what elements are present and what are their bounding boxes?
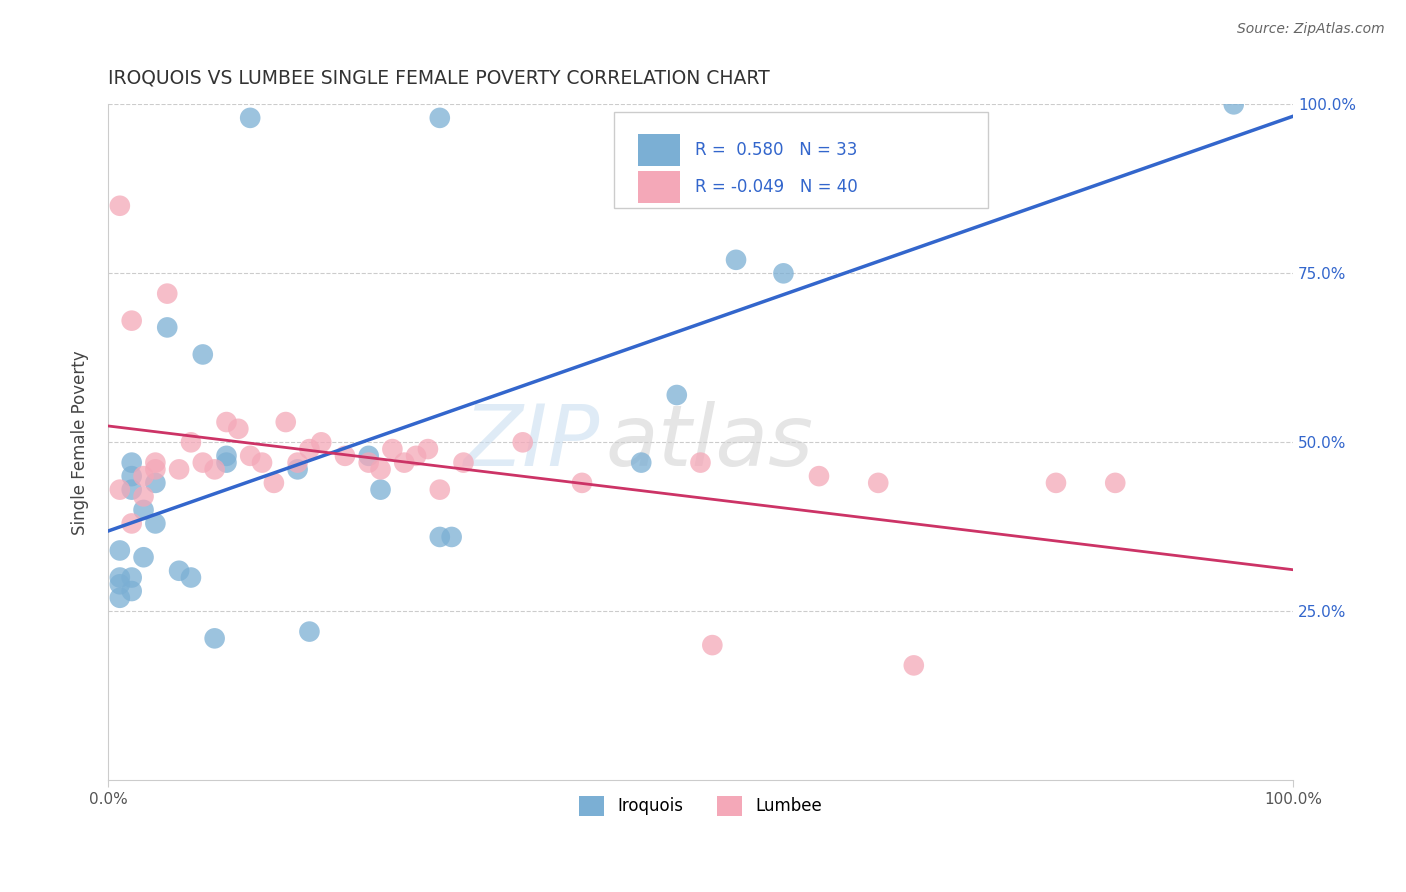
Point — [298, 442, 321, 456]
Point — [145, 456, 167, 470]
Point — [807, 469, 830, 483]
FancyBboxPatch shape — [614, 112, 988, 208]
Point — [370, 462, 392, 476]
Point — [145, 475, 167, 490]
Point — [108, 199, 131, 213]
Text: ZIP: ZIP — [464, 401, 600, 483]
Point — [167, 462, 190, 476]
Point — [191, 347, 214, 361]
Point — [132, 469, 155, 483]
Point — [121, 469, 143, 483]
Point — [370, 483, 392, 497]
Text: atlas: atlas — [606, 401, 814, 483]
Point — [440, 530, 463, 544]
Point — [132, 503, 155, 517]
Point — [630, 456, 652, 470]
Point — [215, 449, 238, 463]
Point — [1045, 475, 1067, 490]
Text: IROQUOIS VS LUMBEE SINGLE FEMALE POVERTY CORRELATION CHART: IROQUOIS VS LUMBEE SINGLE FEMALE POVERTY… — [108, 69, 769, 87]
Point — [429, 530, 451, 544]
Text: Source: ZipAtlas.com: Source: ZipAtlas.com — [1237, 22, 1385, 37]
Point — [724, 252, 747, 267]
Point — [215, 415, 238, 429]
Point — [357, 456, 380, 470]
Point — [108, 591, 131, 605]
Point — [311, 435, 333, 450]
Point — [429, 483, 451, 497]
Point — [167, 564, 190, 578]
Point — [357, 449, 380, 463]
Point — [121, 456, 143, 470]
Point — [287, 456, 309, 470]
Point — [204, 462, 226, 476]
Point — [250, 456, 273, 470]
Point — [108, 570, 131, 584]
Point — [689, 456, 711, 470]
Point — [108, 577, 131, 591]
Point — [191, 456, 214, 470]
Point — [204, 632, 226, 646]
Point — [239, 111, 262, 125]
Point — [333, 449, 356, 463]
Point — [274, 415, 297, 429]
Point — [215, 456, 238, 470]
Point — [665, 388, 688, 402]
Point — [429, 111, 451, 125]
Point — [132, 550, 155, 565]
Point — [108, 483, 131, 497]
Point — [156, 320, 179, 334]
Point — [772, 266, 794, 280]
Point — [405, 449, 427, 463]
Point — [180, 435, 202, 450]
Point — [903, 658, 925, 673]
Point — [132, 490, 155, 504]
Point — [381, 442, 404, 456]
Point — [145, 462, 167, 476]
Point — [121, 584, 143, 599]
Point — [416, 442, 439, 456]
Point — [121, 313, 143, 327]
Point — [239, 449, 262, 463]
Point — [512, 435, 534, 450]
Point — [121, 516, 143, 531]
Point — [868, 475, 890, 490]
Y-axis label: Single Female Poverty: Single Female Poverty — [72, 350, 89, 534]
Point — [1104, 475, 1126, 490]
Legend: Iroquois, Lumbee: Iroquois, Lumbee — [572, 789, 828, 822]
Point — [180, 570, 202, 584]
Point — [287, 462, 309, 476]
Text: R = -0.049   N = 40: R = -0.049 N = 40 — [695, 178, 858, 196]
Point — [702, 638, 724, 652]
Point — [298, 624, 321, 639]
Point — [108, 543, 131, 558]
FancyBboxPatch shape — [638, 134, 681, 166]
Point — [571, 475, 593, 490]
Point — [145, 516, 167, 531]
Text: R =  0.580   N = 33: R = 0.580 N = 33 — [695, 141, 856, 159]
Point — [121, 483, 143, 497]
Point — [121, 570, 143, 584]
Point — [263, 475, 285, 490]
FancyBboxPatch shape — [638, 171, 681, 203]
Point — [394, 456, 416, 470]
Point — [1222, 97, 1244, 112]
Point — [156, 286, 179, 301]
Point — [453, 456, 475, 470]
Point — [228, 422, 250, 436]
